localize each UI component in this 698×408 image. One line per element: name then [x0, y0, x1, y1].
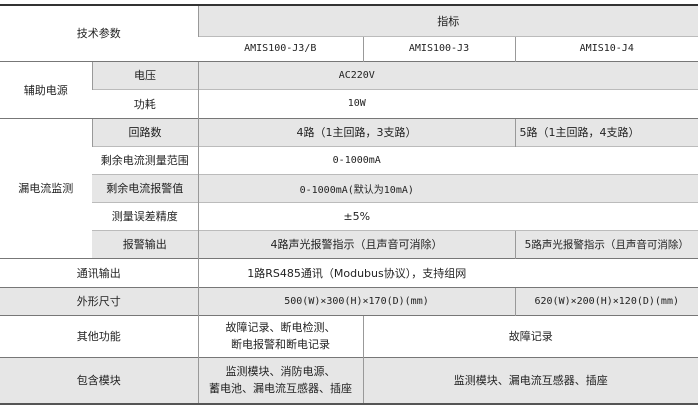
- power-value: 10W: [197, 88, 515, 118]
- row-label: 报警输出: [92, 229, 198, 258]
- other-value: 故障记录: [362, 314, 698, 357]
- row-label: 剩余电流测量范围: [92, 145, 198, 174]
- comm-value: 1路RS485通讯（Modubus协议），支持组网: [197, 257, 515, 287]
- model-header: AMIS100-J3/B: [198, 35, 363, 61]
- alarm-value: 0-1000mA(默认为10mA): [197, 173, 515, 202]
- modules-value: 监测模块、漏电流互感器、插座: [362, 356, 698, 404]
- indicator-header: 指标: [197, 4, 698, 36]
- group-aux-power: 辅助电源: [0, 60, 92, 118]
- modules-value: 监测模块、消防电源、 蓄电池、漏电流互感器、插座: [197, 356, 363, 404]
- spec-table: 技术参数 指标 AMIS100-J3/B AMIS100-J3 AMIS10-J…: [0, 4, 698, 405]
- row-label: 外形尺寸: [0, 286, 198, 315]
- range-value: 0-1000mA: [197, 145, 515, 174]
- row-label: 其他功能: [0, 314, 198, 357]
- row-label: 测量误差精度: [92, 201, 198, 230]
- other-value: 故障记录、断电检测、 断电报警和断电记录: [197, 314, 363, 357]
- row-label: 通讯输出: [0, 257, 198, 287]
- row-label: 功耗: [92, 88, 198, 118]
- row-label: 剩余电流报警值: [92, 173, 198, 202]
- model-header: AMIS10-J4: [514, 35, 698, 61]
- alarm-out-value: 4路声光报警指示（且声音可消除）: [197, 229, 515, 258]
- alarm-out-value: 5路声光报警指示（且声音可消除）: [514, 229, 698, 258]
- accuracy-value: ±5%: [197, 201, 515, 230]
- voltage-value: AC220V: [197, 60, 515, 89]
- group-leakage: 漏电流监测: [0, 117, 92, 258]
- row-label: 电压: [91, 60, 198, 89]
- size-value: 620(W)×200(H)×120(D)(mm): [514, 286, 698, 315]
- loops-value: 4路（1主回路，3支路）: [197, 117, 515, 146]
- row-label: 包含模块: [0, 356, 198, 404]
- param-header: 技术参数: [0, 4, 198, 61]
- model-header: AMIS100-J3: [362, 35, 515, 61]
- row-label: 回路数: [91, 117, 198, 146]
- loops-value: 5路（1主回路，4支路）: [514, 117, 698, 146]
- size-value: 500(W)×300(H)×170(D)(mm): [197, 286, 515, 315]
